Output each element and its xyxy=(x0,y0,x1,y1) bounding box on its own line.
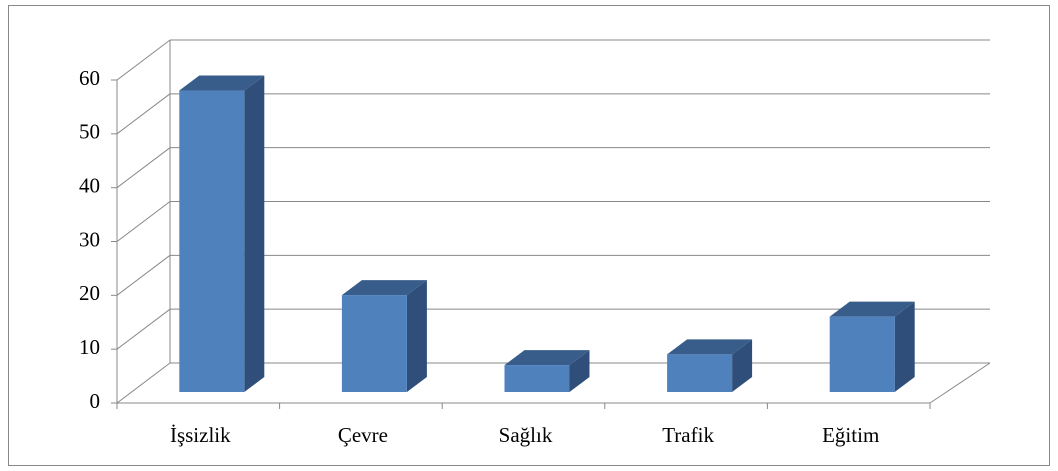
bar-top xyxy=(504,350,590,366)
bar xyxy=(341,295,407,392)
bar-side xyxy=(406,280,427,392)
bar-side xyxy=(732,339,753,392)
bar-top xyxy=(667,339,753,355)
grid-line xyxy=(116,254,171,296)
y-tick-label: 60 xyxy=(79,66,100,90)
grid-line xyxy=(116,147,171,189)
y-tick-label: 10 xyxy=(79,335,100,359)
x-tick-label: İşsizlik xyxy=(170,423,231,447)
bar xyxy=(667,354,733,392)
floor-side xyxy=(929,362,991,404)
bar xyxy=(179,90,245,393)
x-tick-label: Trafik xyxy=(662,423,714,447)
x-tick-label: Sağlık xyxy=(499,423,553,447)
grid-line xyxy=(116,201,171,242)
bar-side xyxy=(244,75,265,393)
bar-top xyxy=(829,301,915,317)
bar-side xyxy=(569,350,590,392)
chart-frame xyxy=(8,5,1050,466)
grid-line xyxy=(116,362,171,404)
grid-line xyxy=(116,93,171,135)
y-tick-label: 0 xyxy=(90,389,101,413)
y-tick-label: 20 xyxy=(79,281,100,305)
grid-line xyxy=(116,308,171,350)
bar-top xyxy=(341,280,427,296)
y-tick-label: 50 xyxy=(79,120,100,144)
bar xyxy=(829,316,895,392)
bar-top xyxy=(179,75,265,91)
grid-line xyxy=(116,39,171,81)
x-tick-label: Çevre xyxy=(338,423,388,447)
bar xyxy=(504,365,570,392)
y-tick-label: 40 xyxy=(79,173,100,197)
x-tick-label: Eğitim xyxy=(822,423,879,447)
bar-side xyxy=(894,301,915,392)
y-tick-label: 30 xyxy=(79,227,100,251)
